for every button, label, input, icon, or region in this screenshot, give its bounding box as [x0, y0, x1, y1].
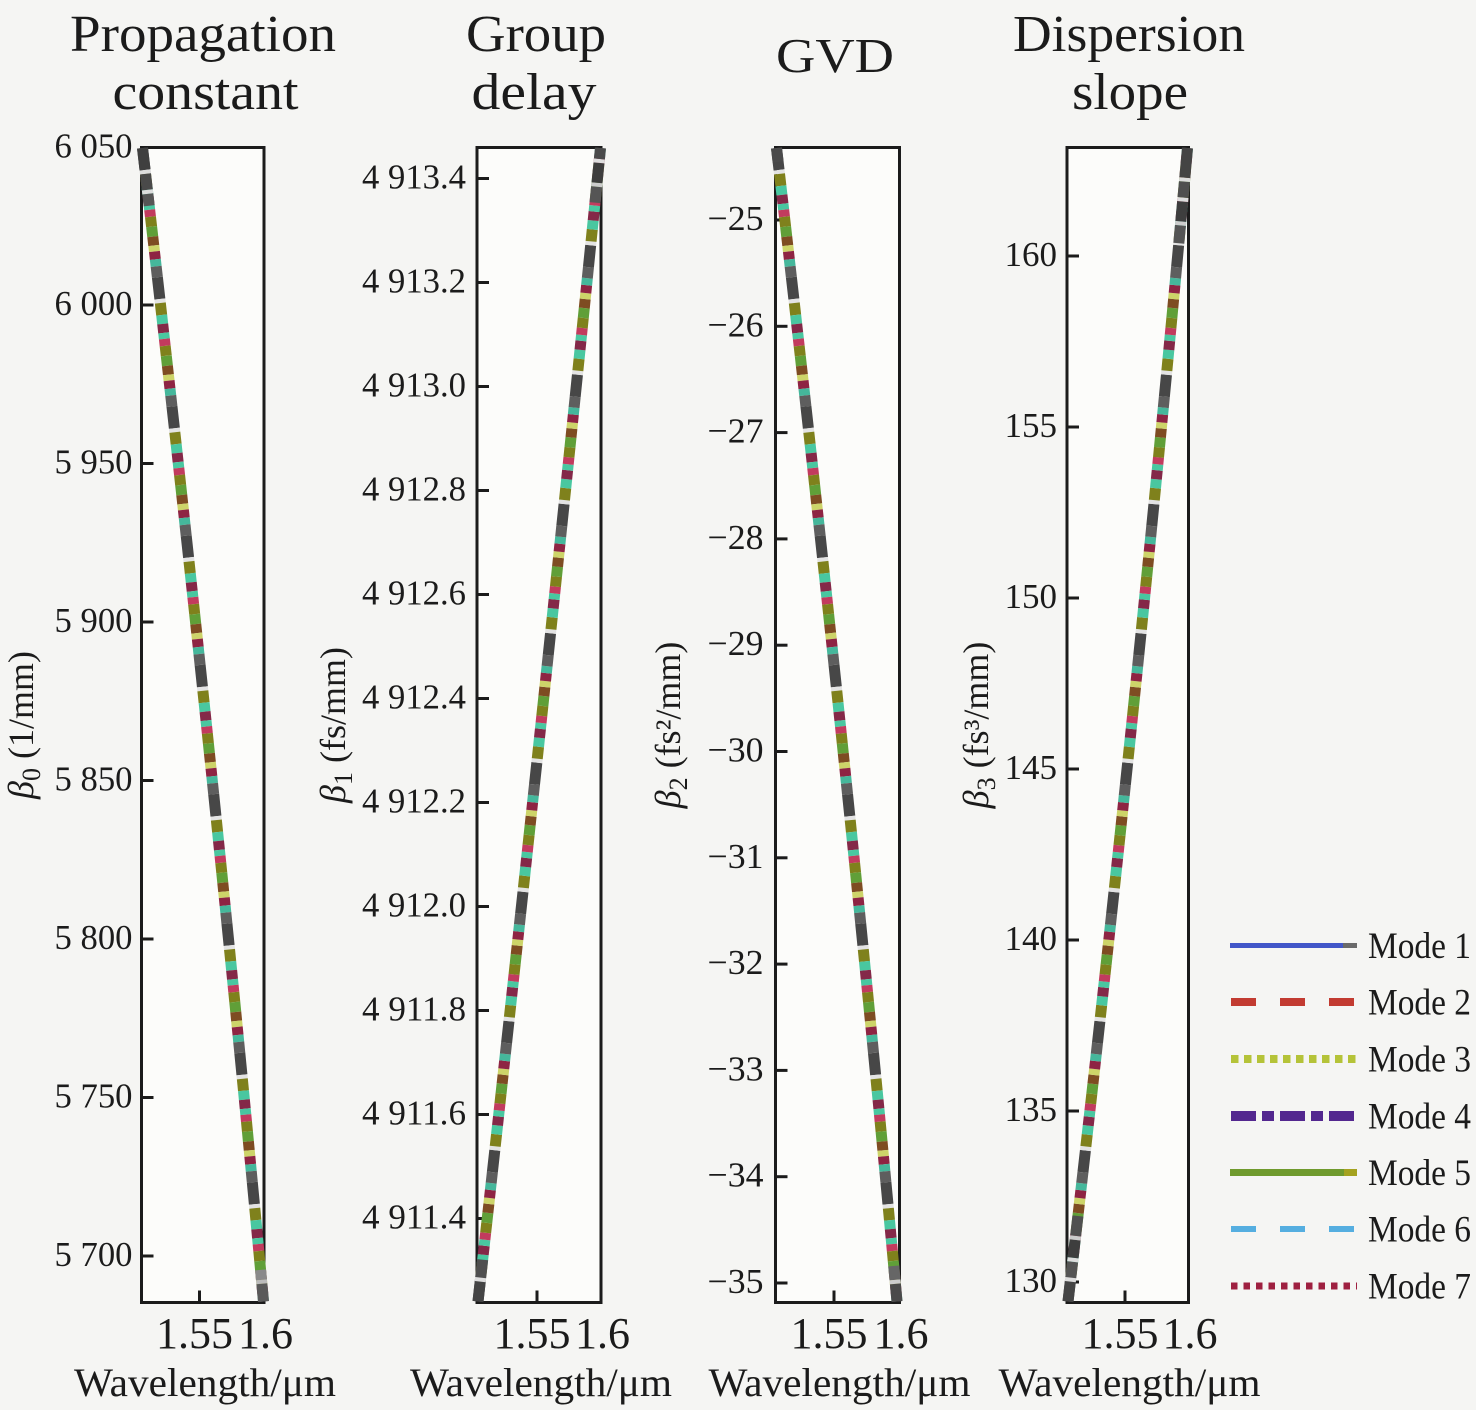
- svg-text:−25: −25: [708, 199, 764, 238]
- svg-text:−27: −27: [708, 412, 764, 451]
- svg-text:−26: −26: [708, 305, 764, 344]
- svg-text:1.55: 1.55: [791, 1309, 868, 1358]
- svg-text:4 913.4: 4 913.4: [362, 158, 466, 197]
- svg-text:−32: −32: [708, 943, 764, 982]
- svg-text:Dispersion: Dispersion: [1013, 6, 1245, 63]
- svg-text:Wavelength/μm: Wavelength/μm: [999, 1360, 1261, 1405]
- svg-text:4 912.2: 4 912.2: [362, 782, 466, 821]
- svg-text:Wavelength/μm: Wavelength/μm: [74, 1360, 336, 1405]
- svg-text:4 912.6: 4 912.6: [362, 574, 466, 613]
- svg-text:Mode 6: Mode 6: [1368, 1210, 1471, 1251]
- svg-text:1.6: 1.6: [1163, 1309, 1218, 1358]
- svg-text:4 911.4: 4 911.4: [362, 1198, 466, 1237]
- svg-text:5 700: 5 700: [55, 1235, 133, 1274]
- svg-text:4 912.4: 4 912.4: [362, 678, 466, 717]
- svg-text:1.55: 1.55: [1082, 1309, 1159, 1358]
- svg-text:1.6: 1.6: [575, 1309, 630, 1358]
- svg-text:β0 (1/mm): β0 (1/mm): [1, 651, 46, 800]
- svg-text:GVD: GVD: [776, 28, 894, 83]
- svg-text:5 900: 5 900: [55, 601, 133, 640]
- svg-text:4 912.8: 4 912.8: [362, 470, 466, 509]
- svg-text:4 913.2: 4 913.2: [362, 262, 466, 301]
- svg-text:4 911.6: 4 911.6: [362, 1094, 466, 1133]
- svg-text:Mode 5: Mode 5: [1368, 1153, 1471, 1194]
- svg-text:1.6: 1.6: [238, 1309, 293, 1358]
- svg-text:Wavelength/μm: Wavelength/μm: [410, 1360, 672, 1405]
- svg-text:5 950: 5 950: [55, 443, 133, 482]
- svg-text:−34: −34: [708, 1156, 764, 1195]
- svg-text:Mode 1: Mode 1: [1368, 926, 1471, 967]
- svg-text:6 050: 6 050: [55, 127, 133, 166]
- svg-text:Mode 3: Mode 3: [1368, 1040, 1471, 1081]
- svg-text:140: 140: [1005, 919, 1058, 958]
- svg-text:1.55: 1.55: [494, 1309, 571, 1358]
- svg-text:4 913.0: 4 913.0: [362, 366, 466, 405]
- svg-text:−35: −35: [708, 1262, 764, 1301]
- svg-text:4 911.8: 4 911.8: [362, 990, 466, 1029]
- svg-text:−30: −30: [708, 731, 764, 770]
- svg-text:5 750: 5 750: [55, 1077, 133, 1116]
- svg-text:−29: −29: [708, 624, 764, 663]
- svg-text:1.55: 1.55: [156, 1309, 233, 1358]
- svg-text:6 000: 6 000: [55, 284, 133, 323]
- svg-text:constant: constant: [113, 64, 300, 121]
- svg-text:delay: delay: [472, 64, 597, 121]
- svg-text:Mode 2: Mode 2: [1368, 983, 1471, 1024]
- svg-text:Mode 4: Mode 4: [1368, 1097, 1471, 1138]
- svg-text:β3 (fs³/mm): β3 (fs³/mm): [956, 642, 1001, 810]
- svg-text:5 800: 5 800: [55, 918, 133, 957]
- svg-text:Mode 7: Mode 7: [1368, 1267, 1471, 1308]
- svg-text:β1 (fs/mm): β1 (fs/mm): [313, 647, 358, 804]
- svg-text:155: 155: [1005, 406, 1058, 445]
- svg-text:130: 130: [1005, 1261, 1058, 1300]
- svg-text:slope: slope: [1072, 64, 1188, 121]
- svg-text:5 850: 5 850: [55, 760, 133, 799]
- svg-text:Propagation: Propagation: [70, 6, 336, 63]
- svg-text:135: 135: [1005, 1090, 1058, 1129]
- svg-text:150: 150: [1005, 577, 1058, 616]
- svg-text:145: 145: [1005, 748, 1058, 787]
- svg-text:4 912.0: 4 912.0: [362, 886, 466, 925]
- svg-text:−28: −28: [708, 518, 764, 557]
- svg-text:−33: −33: [708, 1049, 764, 1088]
- svg-text:160: 160: [1005, 235, 1058, 274]
- svg-text:β2 (fs²/mm): β2 (fs²/mm): [648, 642, 693, 810]
- svg-text:Wavelength/μm: Wavelength/μm: [709, 1360, 971, 1405]
- svg-text:1.6: 1.6: [874, 1309, 929, 1358]
- svg-text:−31: −31: [708, 837, 764, 876]
- svg-text:Group: Group: [466, 6, 606, 63]
